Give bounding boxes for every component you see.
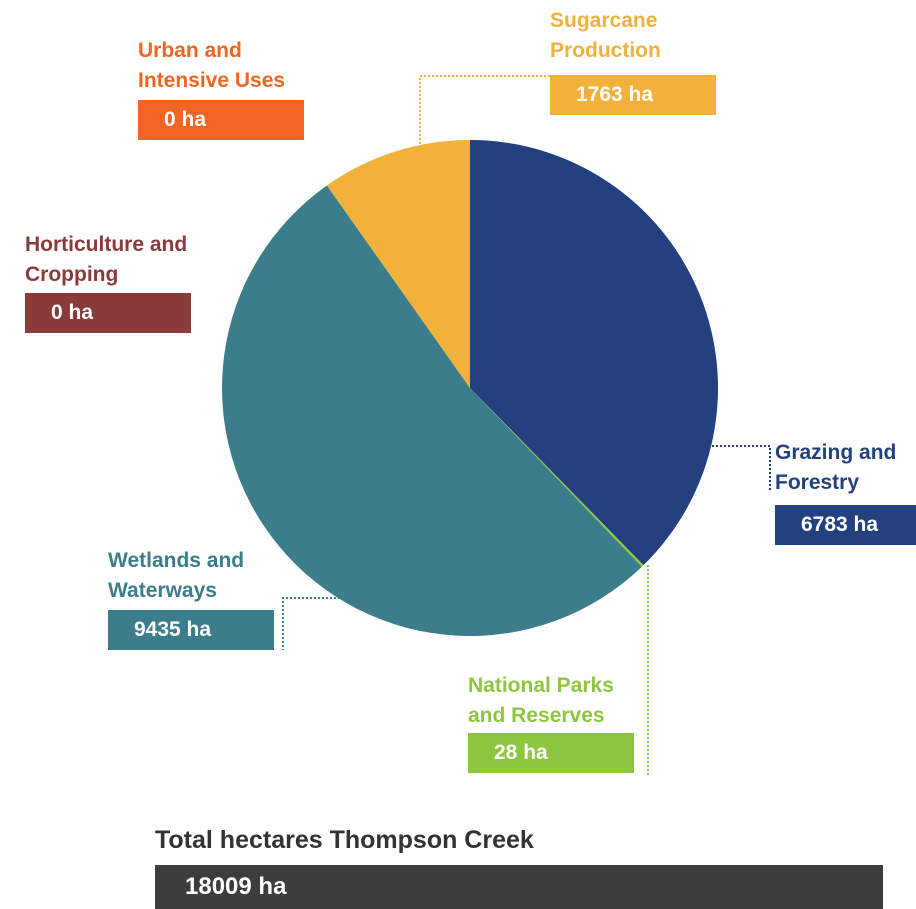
pie-slice [221,185,642,637]
leader-line [712,445,771,490]
legend-label: Horticulture and Cropping [25,233,188,286]
legend-label: Sugarcane Production [550,9,661,62]
legend-label: National Parks and Reserves [468,674,614,727]
total-value: 18009 ha [155,865,883,909]
data-label: 6783 ha [775,505,916,545]
total-title: Total hectares Thompson Creek [155,826,534,854]
data-label: 28 ha [468,733,634,773]
pie-slice [470,388,644,567]
data-label: 1763 ha [550,75,716,115]
data-label: 0 ha [25,293,191,333]
legend-label: Grazing and Forestry [775,441,897,494]
pie-slice [470,140,718,566]
data-label: 0 ha [138,100,304,140]
leader-line [419,75,550,160]
legend-label: Wetlands and Waterways [108,549,245,602]
data-label: 9435 ha [108,610,274,650]
pie-slice [326,140,470,388]
legend-label: Urban and Intensive Uses [138,39,286,92]
leader-line [282,597,340,650]
